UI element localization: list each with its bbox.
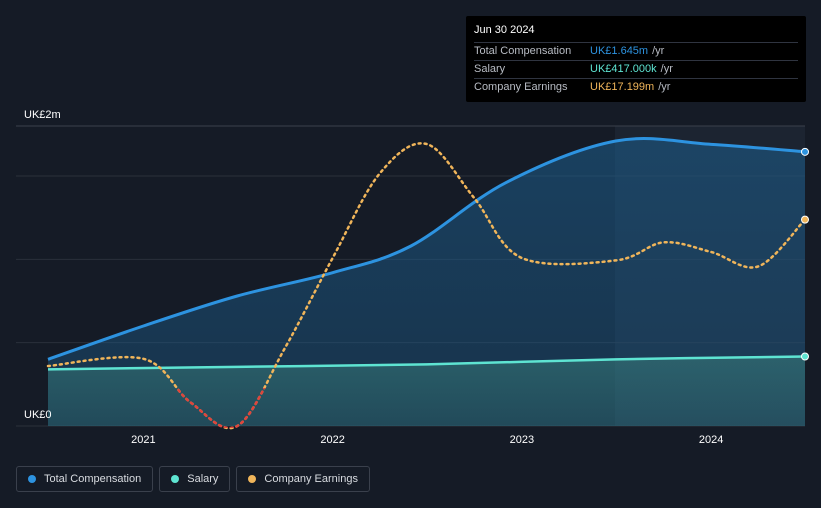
tooltip-panel: Jun 30 2024 Total Compensation UK£1.645m… (466, 16, 806, 102)
series-line (47, 355, 806, 371)
series-area (48, 138, 805, 426)
legend-label: Company Earnings (264, 473, 358, 485)
tooltip-value: UK£417.000k (590, 63, 657, 75)
y-tick-label: UK£2m (24, 109, 61, 121)
legend: Total Compensation Salary Company Earnin… (16, 466, 370, 492)
series-line-negative (175, 388, 266, 428)
legend-label: Salary (187, 473, 219, 485)
tooltip-row-salary: Salary UK£417.000k /yr (474, 60, 798, 78)
tooltip-date: Jun 30 2024 (474, 24, 535, 36)
tooltip-unit: /yr (658, 81, 671, 93)
legend-dot-icon (248, 475, 257, 483)
tooltip-label: Company Earnings (474, 81, 568, 93)
x-tick-label: 2021 (131, 434, 155, 446)
tooltip-value: UK£17.199m (590, 81, 655, 93)
legend-item-total-compensation[interactable]: Total Compensation (16, 466, 154, 492)
tooltip-label: Total Compensation (474, 45, 572, 57)
series-line (47, 137, 806, 361)
x-tick-label: 2022 (320, 434, 344, 446)
series-end-point (801, 352, 809, 361)
x-tick-label: 2024 (699, 434, 723, 446)
legend-dot-icon (171, 475, 180, 483)
legend-item-salary[interactable]: Salary (159, 466, 231, 492)
x-tick-label: 2023 (510, 434, 534, 446)
lines (46, 137, 807, 430)
tooltip-unit: /yr (660, 63, 673, 75)
series-end-point (801, 147, 809, 156)
y-tick-label: UK£0 (24, 409, 52, 421)
series-end-point (801, 215, 809, 224)
tooltip-label: Salary (474, 63, 506, 75)
tooltip-row-company-earnings: Company Earnings UK£17.199m /yr (474, 78, 798, 96)
areas (48, 138, 805, 426)
series-area (48, 356, 805, 426)
tooltip-value: UK£1.645m (590, 45, 649, 57)
legend-item-company-earnings[interactable]: Company Earnings (236, 466, 370, 492)
tooltip-unit: /yr (652, 45, 665, 57)
tooltip-row-total-compensation: Total Compensation UK£1.645m /yr (474, 42, 798, 60)
axis-labels: UK£2m UK£0 2021 2022 2023 2024 (24, 109, 723, 446)
end-markers (801, 147, 809, 361)
legend-dot-icon (28, 475, 36, 483)
legend-label: Total Compensation (44, 473, 142, 485)
